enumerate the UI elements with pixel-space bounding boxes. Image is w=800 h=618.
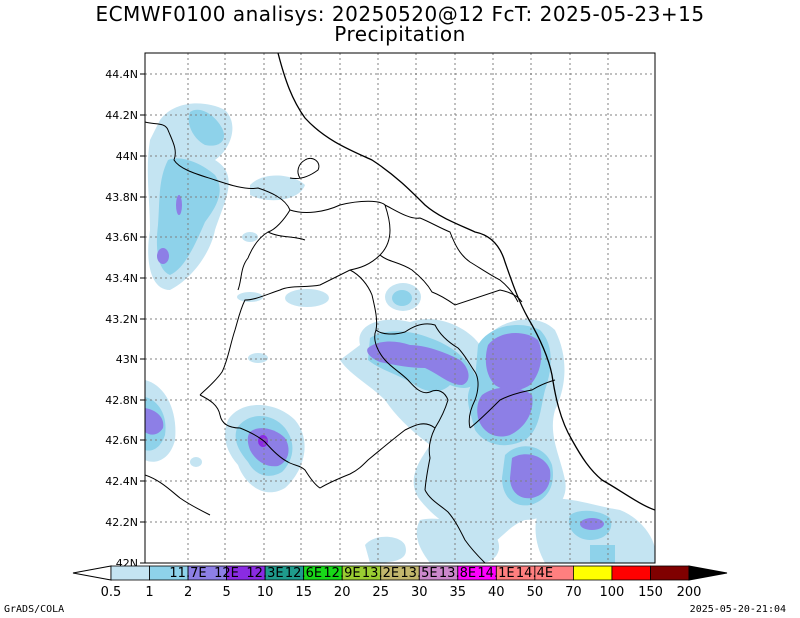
x-label-lon: 13.5E bbox=[400, 566, 437, 581]
colorbar-right-arrow bbox=[688, 565, 728, 581]
colorbar: 11.7E 12E 12.3E 12.6E 12.9E 13.2E 13.5E 13.8E 14… bbox=[72, 565, 728, 600]
map-title: ECMWF0100 analisys: 20250520@12 FcT: 202… bbox=[95, 2, 705, 26]
y-label-43n: 43N bbox=[116, 353, 138, 366]
colorbar-threshold-label: 10 bbox=[257, 585, 274, 600]
colorbar-box bbox=[110, 565, 150, 581]
x-label-lon: 13.8E bbox=[439, 566, 476, 581]
colorbar-threshold-label: 70 bbox=[565, 585, 582, 600]
y-label-42-4n: 42.4N bbox=[105, 475, 138, 488]
precipitation-field bbox=[145, 103, 655, 563]
colorbar-threshold-label: 25 bbox=[372, 585, 389, 600]
x-label-lon: 12E bbox=[214, 566, 239, 581]
y-label-44n: 44N bbox=[116, 150, 138, 163]
map-grid bbox=[145, 53, 655, 563]
map-subtitle: Precipitation bbox=[334, 22, 466, 46]
colorbar-threshold-label: 200 bbox=[677, 585, 702, 600]
y-label-43-2n: 43.2N bbox=[105, 313, 138, 326]
colorbar-threshold-label: 1 bbox=[145, 585, 153, 600]
colorbar-threshold-label: 150 bbox=[638, 585, 663, 600]
y-label-42-2n: 42.2N bbox=[105, 516, 138, 529]
x-label-lon: 12.6E bbox=[285, 566, 322, 581]
colorbar-box bbox=[573, 565, 613, 581]
colorbar-box bbox=[650, 565, 690, 581]
y-label-42-6n: 42.6N bbox=[105, 434, 138, 447]
region-borders bbox=[145, 121, 556, 563]
colorbar-threshold-label: 20 bbox=[334, 585, 351, 600]
y-axis-labels: 44.4N 44.2N 44N 43.8N 43.6N 43.4N 43.2N … bbox=[105, 68, 138, 570]
coastline bbox=[277, 53, 655, 511]
y-label-44-4n: 44.4N bbox=[105, 68, 138, 81]
x-label-lon: 14.1E bbox=[477, 566, 514, 581]
colorbar-left-arrow bbox=[72, 565, 112, 581]
colorbar-threshold-label: 15 bbox=[295, 585, 312, 600]
x-label-lon: 13.2E bbox=[362, 566, 399, 581]
y-label-43-6n: 43.6N bbox=[105, 231, 138, 244]
map-frame bbox=[144, 52, 656, 564]
colorbar-threshold-label: 5 bbox=[222, 585, 230, 600]
colorbar-threshold-label: 0.5 bbox=[101, 585, 122, 600]
x-label-lon: 14.4E bbox=[516, 566, 553, 581]
colorbar-threshold-label: 40 bbox=[488, 585, 505, 600]
y-label-43-4n: 43.4N bbox=[105, 272, 138, 285]
colorbar-threshold-label: 100 bbox=[599, 585, 624, 600]
y-axis-ticks bbox=[140, 73, 145, 564]
y-label-43-8n: 43.8N bbox=[105, 191, 138, 204]
colorbar-threshold-label: 2 bbox=[184, 585, 192, 600]
footer-source: GrADS/COLA bbox=[4, 604, 65, 615]
y-label-44-2n: 44.2N bbox=[105, 109, 138, 122]
footer-timestamp: 2025-05-20-21:04 bbox=[689, 604, 786, 615]
x-label-lon: 12.9E bbox=[323, 566, 360, 581]
colorbar-threshold-label: 35 bbox=[450, 585, 467, 600]
colorbar-threshold-label: 50 bbox=[527, 585, 544, 600]
x-label-lon: 12.3E bbox=[246, 566, 283, 581]
colorbar-threshold-label: 30 bbox=[411, 585, 428, 600]
colorbar-box bbox=[611, 565, 651, 581]
x-label-lon: 11.7E bbox=[169, 566, 206, 581]
y-label-42-8n: 42.8N bbox=[105, 394, 138, 407]
